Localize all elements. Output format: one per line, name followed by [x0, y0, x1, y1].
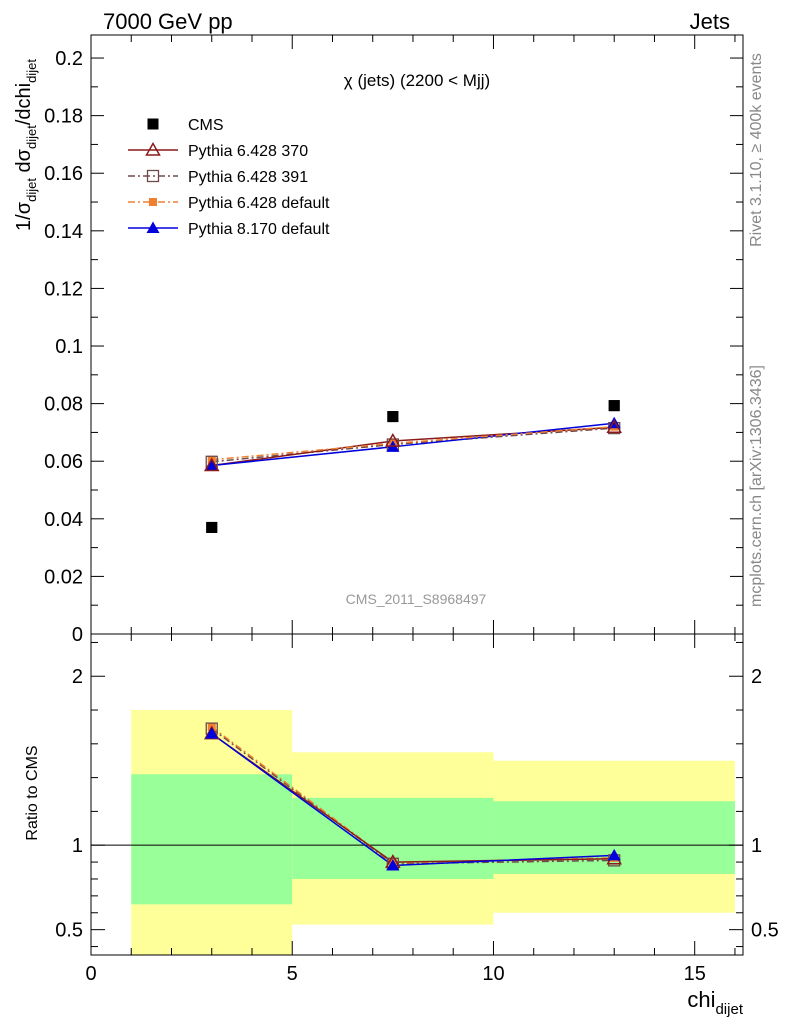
x-tick-label: 10 — [482, 963, 504, 985]
ratio-frame — [90, 633, 744, 956]
main-y-axis-label: 1/σdijet dσdijet/dchidijet — [13, 59, 39, 231]
y-tick-label: 0 — [72, 624, 83, 646]
y-tick-label: 0.12 — [44, 278, 83, 300]
ratio-tick-label-right: 1 — [751, 835, 762, 857]
legend-marker — [149, 198, 157, 206]
y-tick-label: 0.1 — [55, 336, 83, 358]
mcplots-label: mcplots.cern.ch [arXiv:1306.3436] — [748, 365, 765, 607]
data-point — [203, 457, 220, 472]
y-tick-label: 0.04 — [44, 509, 83, 531]
y-tick-label: 0.2 — [55, 48, 83, 70]
watermark: CMS_2011_S8968497 — [346, 591, 487, 607]
y-tick-label: 0.16 — [44, 163, 83, 185]
ratio-point — [205, 727, 219, 739]
x-axis-label: chidijet — [687, 987, 743, 1018]
data-point-cms — [206, 521, 218, 533]
y-tick-label: 0.14 — [44, 221, 83, 243]
x-tick-label: 0 — [85, 963, 96, 985]
data-point — [606, 419, 622, 433]
ratio-point — [386, 858, 400, 871]
legend-label: Pythia 6.428 default — [188, 195, 330, 212]
legend-marker — [147, 118, 159, 130]
legend-label: CMS — [188, 117, 224, 134]
legend-marker — [146, 221, 160, 233]
ratio-y-axis-label: Ratio to CMS — [24, 745, 41, 840]
rivet-label: Rivet 3.1.10, ≥ 400k events — [748, 53, 765, 247]
legend-label: Pythia 6.428 391 — [188, 169, 308, 186]
energy-label: 7000 GeV pp — [103, 9, 233, 34]
main-panel: χ (jets) (2200 < Mjj) CMS_2011_S8968497 … — [44, 34, 744, 646]
data-point — [205, 459, 219, 471]
main-title: χ (jets) (2200 < Mjj) — [344, 71, 490, 90]
x-tick-label: 15 — [684, 963, 706, 985]
series-line — [211, 422, 615, 467]
legend-label: Pythia 8.170 default — [188, 221, 330, 238]
x-tick-label: 5 — [287, 963, 298, 985]
legend-marker — [145, 141, 161, 156]
ratio-tick-label-right: 2 — [751, 666, 762, 688]
data-point — [385, 433, 401, 447]
ratio-panel: 0 5 10 15 0.5 0.5 1 1 2 2 — [55, 633, 779, 985]
ratio-point — [607, 848, 621, 861]
y-tick-label: 0.02 — [44, 566, 83, 588]
uncertainty-band-inner — [131, 774, 293, 905]
data-point-cms — [387, 411, 399, 423]
ratio-tick-label-right: 0.5 — [751, 920, 779, 942]
process-label: Jets — [690, 9, 730, 34]
legend-label: Pythia 6.428 370 — [188, 143, 308, 160]
ratio-tick-label: 0.5 — [55, 920, 83, 942]
y-tick-label: 0.06 — [44, 451, 83, 473]
ratio-tick-label: 2 — [72, 666, 83, 688]
legend-marker — [146, 169, 160, 183]
legend: CMS Pythia 6.428 370 Pythia 6.428 391 Pythi… — [128, 117, 330, 238]
y-tick-label: 0.18 — [44, 106, 83, 128]
data-point-cms — [608, 400, 620, 412]
ratio-tick-label: 1 — [72, 835, 83, 857]
y-tick-label: 0.08 — [44, 394, 83, 416]
